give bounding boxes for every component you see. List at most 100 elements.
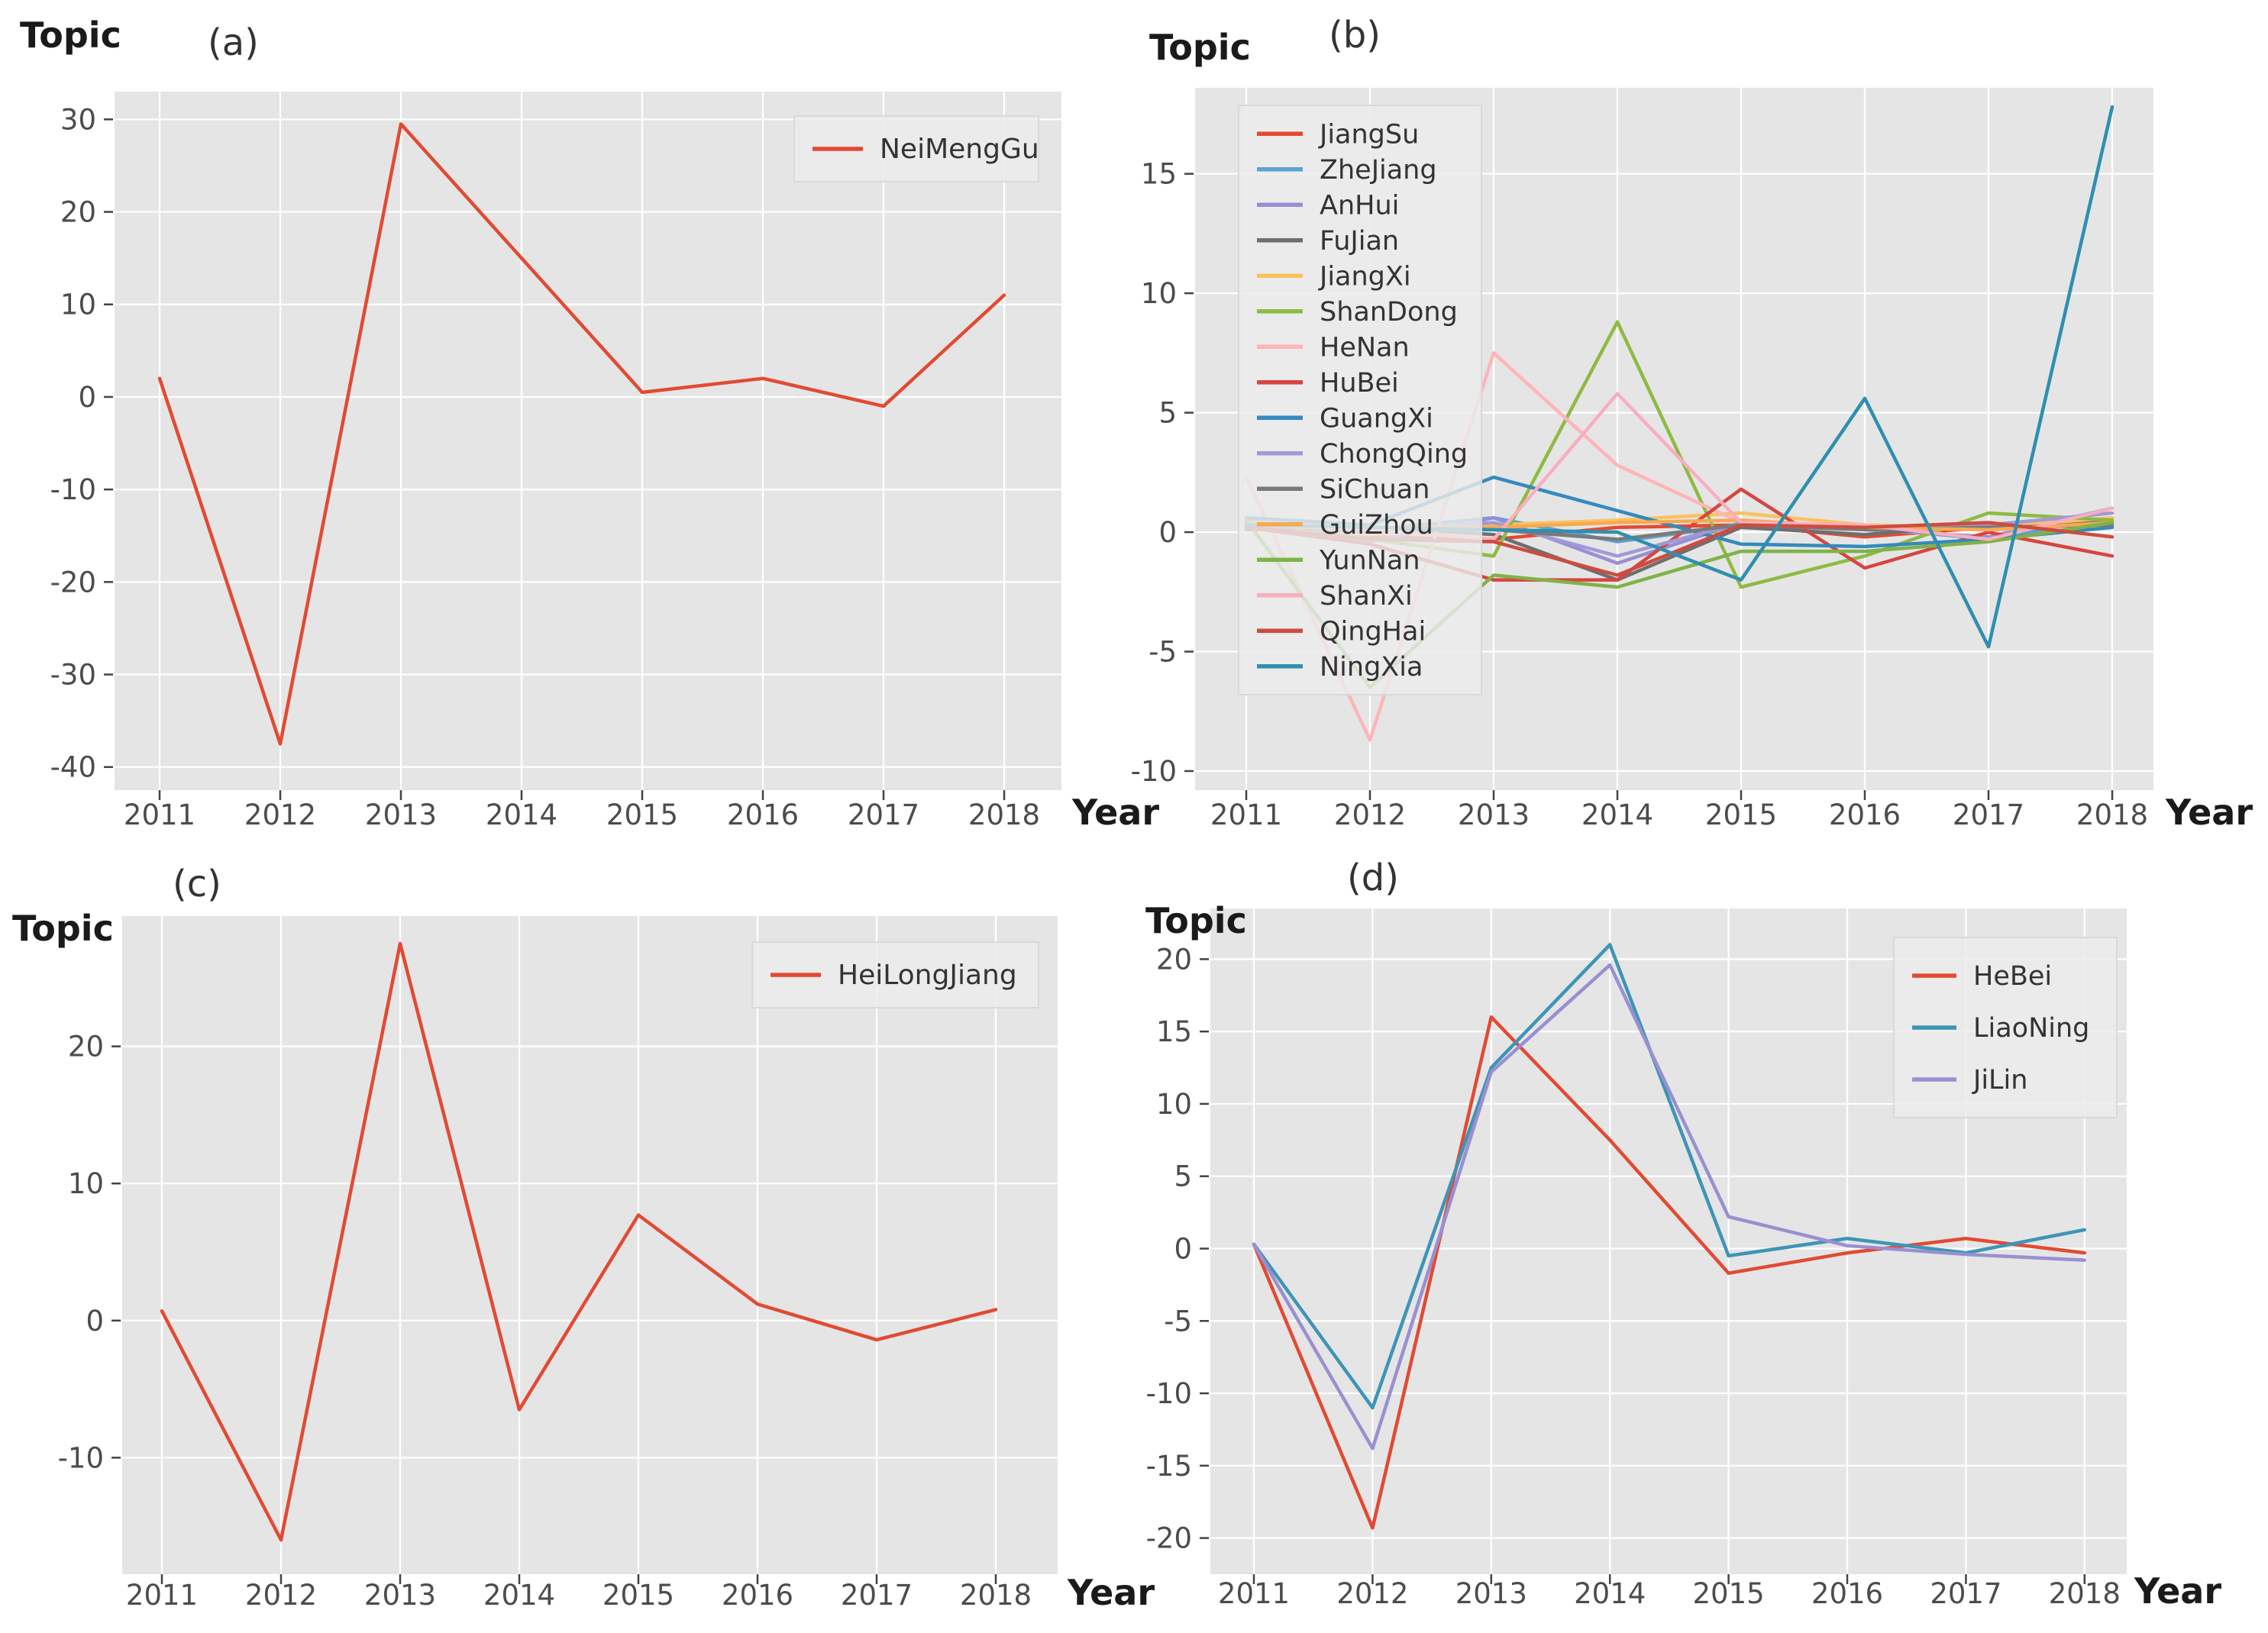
y-tick-label: 30: [60, 103, 96, 136]
x-tick-label: 2014: [486, 799, 557, 831]
panel-d: 2011 2012 2013 2014 2015 2016 2017 201820151050…: [1145, 857, 2221, 1612]
legend-label-ShanXi: ShanXi: [1320, 581, 1413, 612]
x-tick-label: 2013: [364, 1579, 436, 1612]
legend-label-AnHui: AnHui: [1320, 190, 1399, 221]
y-tick-label: 0: [1174, 1232, 1192, 1265]
y-axis-title: Topic: [1145, 900, 1247, 941]
x-tick-label: 2015: [606, 799, 678, 831]
x-tick-label: 2018: [960, 1579, 1032, 1612]
y-tick-label: -10: [50, 473, 96, 506]
y-tick-label: 10: [68, 1167, 104, 1200]
x-axis-title: Year: [1071, 792, 1159, 833]
x-tick-label: 2012: [244, 799, 316, 831]
y-tick-label: -5: [1149, 636, 1177, 669]
x-tick-label: 2014: [1581, 799, 1653, 831]
x-tick-label: 2011: [124, 799, 195, 831]
plot-area: [122, 916, 1058, 1574]
legend-label-JiLin: JiLin: [1972, 1065, 2027, 1096]
x-tick-label: 2014: [483, 1579, 555, 1612]
x-tick-label: 2012: [1334, 799, 1406, 831]
panel-letter: (d): [1347, 857, 1399, 899]
x-tick-label: 2018: [2076, 799, 2148, 831]
panel-c: 2011 2012 2013 2014 2015 2016 2017 2018 20 10 0 -10…: [12, 863, 1155, 1613]
legend-label-HeiLongJiang: HeiLongJiang: [838, 960, 1017, 991]
x-tick-label: 2015: [1705, 799, 1777, 831]
x-tick-label: 2017: [1930, 1577, 2001, 1610]
line-HeiLongJiang: [160, 941, 998, 1542]
x-tick-label: 2016: [1811, 1577, 1883, 1610]
y-axis-title: Topic: [12, 908, 114, 949]
y-tick-label: 0: [86, 1305, 104, 1338]
legend-label-GuangXi: GuangXi: [1320, 403, 1433, 434]
x-tick-label: 2011: [1210, 799, 1282, 831]
line-LiaoNing: [1252, 943, 2087, 1410]
y-tick-label: -15: [1146, 1450, 1192, 1483]
legend-label-GuiZhou: GuiZhou: [1320, 510, 1433, 541]
y-tick-label: 0: [78, 381, 96, 414]
panel-letter: (b): [1329, 14, 1381, 56]
y-tick-label: -10: [1131, 755, 1177, 788]
x-tick-label: 2014: [1574, 1577, 1646, 1610]
x-tick-label: 2018: [2049, 1577, 2121, 1610]
legend-label-YunNan: YunNan: [1319, 545, 1420, 576]
x-tick-label: 2011: [1218, 1577, 1290, 1610]
x-tick-label: 2011: [126, 1579, 198, 1612]
y-axis-title: Topic: [1149, 27, 1251, 68]
x-tick-label: 2018: [968, 799, 1040, 831]
x-tick-label: 2016: [727, 799, 799, 831]
x-tick-label: 2015: [1693, 1577, 1765, 1610]
x-tick-label: 2012: [245, 1579, 317, 1612]
y-tick-label: 20: [68, 1031, 104, 1063]
y-tick-label: -20: [1146, 1522, 1192, 1555]
y-tick-label: -10: [58, 1441, 104, 1474]
legend-label-HuBei: HuBei: [1320, 368, 1399, 399]
y-tick-label: 10: [1156, 1088, 1192, 1121]
y-tick-label: 20: [60, 196, 96, 229]
legend-label-ChongQing: ChongQing: [1320, 439, 1468, 470]
x-axis-title: Year: [2134, 1570, 2221, 1612]
legend-label-ZheJiang: ZheJiang: [1320, 155, 1437, 186]
panel-a: 2011 2012 2013 2014 2015 2016 2017 2018 30 20 10 0 -…: [20, 15, 1159, 833]
y-axis-title: Topic: [20, 15, 121, 56]
y-tick-label: 15: [1141, 158, 1177, 191]
y-tick-label: 5: [1174, 1160, 1192, 1193]
legend-label-ShanDong: ShanDong: [1320, 297, 1458, 328]
y-tick-label: -40: [50, 751, 96, 784]
x-tick-label: 2017: [1953, 799, 2024, 831]
x-tick-label: 2012: [1336, 1577, 1408, 1610]
x-axis-title: Year: [1067, 1572, 1155, 1613]
y-tick-label: 5: [1158, 397, 1177, 430]
y-tick-label: 0: [1158, 516, 1177, 549]
x-tick-label: 2013: [365, 799, 437, 831]
line-HeBei: [1252, 1015, 2087, 1530]
legend-label-NeiMengGu: NeiMengGu: [880, 134, 1039, 165]
x-tick-label: 2017: [848, 799, 919, 831]
x-tick-label: 2013: [1455, 1577, 1527, 1610]
legend-label-QingHai: QingHai: [1320, 616, 1426, 647]
legend-label-JiangXi: JiangXi: [1318, 261, 1411, 292]
x-tick-label: 2015: [603, 1579, 674, 1612]
panel-letter: (a): [208, 21, 259, 64]
legend-label-LiaoNing: LiaoNing: [1973, 1013, 2089, 1044]
legend-label-FuJian: FuJian: [1320, 226, 1399, 257]
legend-label-NingXia: NingXia: [1320, 652, 1423, 683]
x-tick-label: 2016: [722, 1579, 793, 1612]
x-tick-label: 2016: [1829, 799, 1901, 831]
plot-area: [115, 92, 1061, 790]
line-JiLin: [1252, 963, 2087, 1451]
y-tick-label: 15: [1156, 1015, 1192, 1048]
legend-label-JiangSu: JiangSu: [1318, 119, 1419, 150]
x-axis-title: Year: [2165, 792, 2253, 833]
y-tick-label: -20: [50, 566, 96, 599]
panel-b: 2011 2012 2013 2014 2015 2016 2017 2018 15 10 5 0 -5…: [1131, 14, 2253, 833]
legend-label-SiChuan: SiChuan: [1320, 474, 1430, 505]
y-tick-label: 10: [60, 289, 96, 321]
y-tick-label: 20: [1156, 943, 1192, 976]
panel-letter: (c): [173, 863, 221, 905]
x-tick-label: 2017: [841, 1579, 913, 1612]
y-tick-label: 10: [1141, 277, 1177, 310]
legend-label-HeBei: HeBei: [1973, 961, 2052, 992]
line-NeiMengGu: [157, 122, 1006, 746]
